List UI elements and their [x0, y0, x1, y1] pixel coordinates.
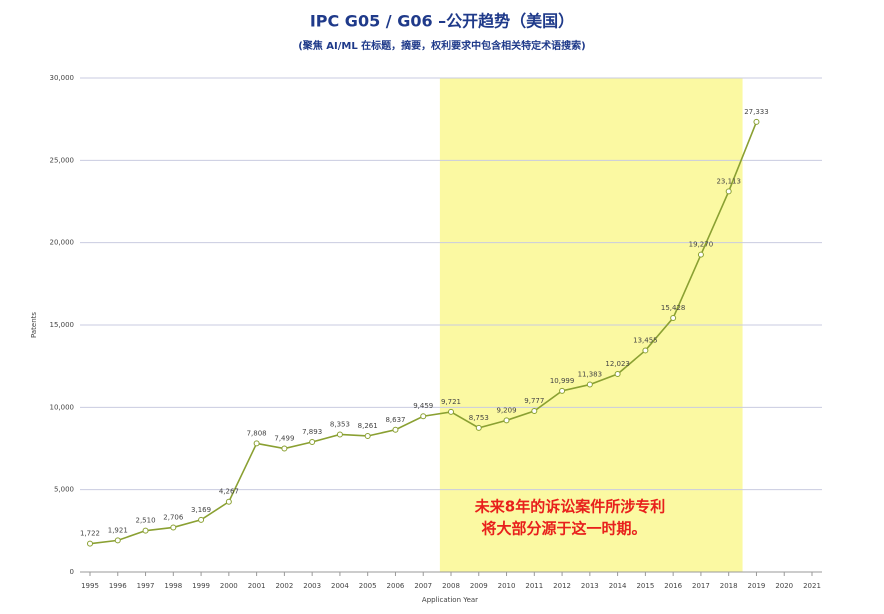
chart-subtitle: (聚焦 AI/ML 在标题，摘要，权利要求中包含相关特定术语搜索)	[298, 39, 586, 52]
data-point	[114, 537, 121, 544]
data-point	[142, 527, 149, 534]
y-tick-label: 25,000	[50, 156, 75, 164]
x-tick-label: 2006	[387, 582, 405, 590]
x-tick-label: 2002	[275, 582, 293, 590]
data-point	[448, 408, 454, 415]
data-point	[336, 431, 343, 438]
x-tick-label: 2001	[248, 582, 266, 590]
data-label: 3,169	[191, 506, 211, 514]
data-label: 7,893	[302, 428, 322, 436]
data-label: 9,209	[497, 406, 517, 414]
data-point	[614, 371, 621, 378]
data-point	[559, 387, 566, 394]
data-point	[586, 381, 593, 388]
data-label: 2,510	[136, 517, 156, 525]
x-axis-label: Application Year	[422, 596, 478, 604]
data-label: 19,270	[689, 241, 714, 249]
data-label: 8,261	[358, 422, 378, 430]
data-label: 8,753	[469, 414, 489, 422]
data-point	[225, 498, 232, 505]
x-tick-label: 2020	[775, 582, 793, 590]
data-label: 13,455	[633, 336, 658, 344]
annotation: 将大部分源于这一时期。	[481, 520, 646, 538]
data-point	[198, 516, 205, 523]
y-axis-label: Patents	[30, 312, 38, 338]
data-label: 1,722	[80, 530, 100, 538]
x-tick-label: 2007	[414, 582, 432, 590]
x-tick-label: 2014	[609, 582, 627, 590]
data-point	[364, 432, 371, 439]
x-tick-label: 1996	[109, 582, 127, 590]
y-tick-label: 5,000	[54, 486, 74, 494]
data-label: 9,459	[413, 402, 433, 410]
data-point	[281, 445, 288, 452]
data-point	[170, 524, 177, 531]
x-tick-label: 2015	[636, 582, 654, 590]
data-label: 11,383	[578, 371, 603, 379]
data-point	[753, 118, 760, 125]
x-tick-label: 2021	[803, 582, 821, 590]
data-label: 10,999	[550, 377, 575, 385]
x-tick-label: 2019	[748, 582, 766, 590]
x-tick-label: 2013	[581, 582, 599, 590]
data-label: 1,921	[108, 526, 128, 534]
data-point	[309, 439, 316, 446]
data-point	[670, 314, 677, 321]
data-label: 23,113	[716, 177, 741, 185]
x-tick-label: 1995	[81, 582, 99, 590]
data-label: 8,353	[330, 420, 350, 428]
data-point	[725, 188, 732, 195]
x-tick-label: 2003	[303, 582, 321, 590]
x-tick-label: 2005	[359, 582, 377, 590]
data-label: 9,777	[524, 397, 544, 405]
data-label: 8,637	[385, 416, 405, 424]
data-point	[475, 424, 482, 431]
y-tick-label: 15,000	[50, 321, 75, 329]
y-tick-label: 0	[70, 568, 74, 576]
data-label: 2,706	[163, 513, 184, 521]
data-point	[642, 347, 649, 354]
data-label: 27,333	[744, 108, 769, 116]
x-tick-label: 2000	[220, 582, 238, 590]
data-point	[697, 251, 704, 258]
y-tick-label: 20,000	[50, 239, 75, 247]
x-tick-label: 2004	[331, 582, 349, 590]
x-tick-label: 2018	[720, 582, 738, 590]
x-tick-label: 1998	[164, 582, 182, 590]
data-point	[253, 440, 260, 447]
data-label: 9,721	[441, 398, 461, 406]
data-point	[392, 426, 399, 433]
data-label: 4,267	[219, 488, 239, 496]
data-point	[420, 413, 427, 420]
x-tick-label: 2017	[692, 582, 710, 590]
x-tick-label: 1997	[137, 582, 155, 590]
x-tick-label: 2009	[470, 582, 488, 590]
x-tick-label: 2016	[664, 582, 682, 590]
x-tick-label: 2012	[553, 582, 571, 590]
y-tick-label: 30,000	[50, 74, 75, 82]
x-tick-label: 2008	[442, 582, 460, 590]
chart-title: IPC G05 / G06 –公开趋势（美国）	[310, 12, 574, 31]
data-point	[531, 408, 538, 415]
data-point	[503, 417, 510, 424]
data-label: 7,808	[247, 429, 267, 437]
data-label: 7,499	[274, 435, 294, 443]
data-label: 12,023	[605, 360, 630, 368]
data-point	[87, 540, 93, 547]
y-tick-label: 10,000	[50, 403, 75, 411]
annotation: 未来8年的诉讼案件所涉专利	[474, 498, 665, 516]
data-label: 15,428	[661, 304, 686, 312]
x-tick-label: 2011	[525, 582, 543, 590]
x-tick-label: 2010	[498, 582, 516, 590]
x-tick-label: 1999	[192, 582, 210, 590]
